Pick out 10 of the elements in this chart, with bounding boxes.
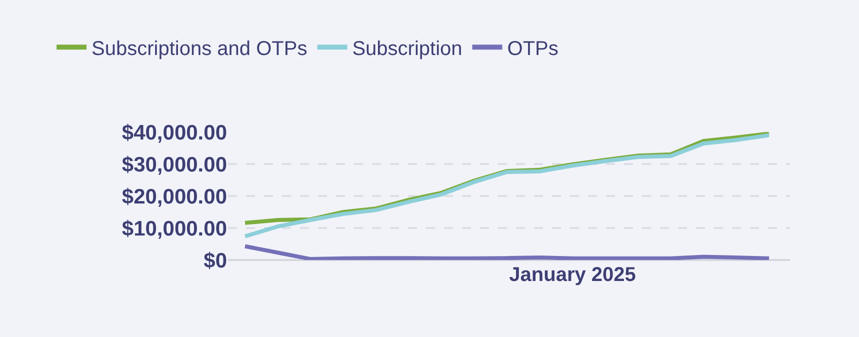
y-tick-label: $40,000.00 [122,121,227,144]
y-tick-label: $10,000.00 [122,217,227,240]
y-tick-label: $0 [204,249,227,272]
line-series [243,244,772,260]
legend-label: OTPs [507,38,558,60]
y-tick-label: $30,000.00 [122,153,227,176]
y-tick-label: $20,000.00 [122,185,227,208]
legend-label: Subscription [352,38,462,60]
legend-label: Subscriptions and OTPs [92,38,308,60]
x-tick-label: January 2025 [509,264,636,286]
